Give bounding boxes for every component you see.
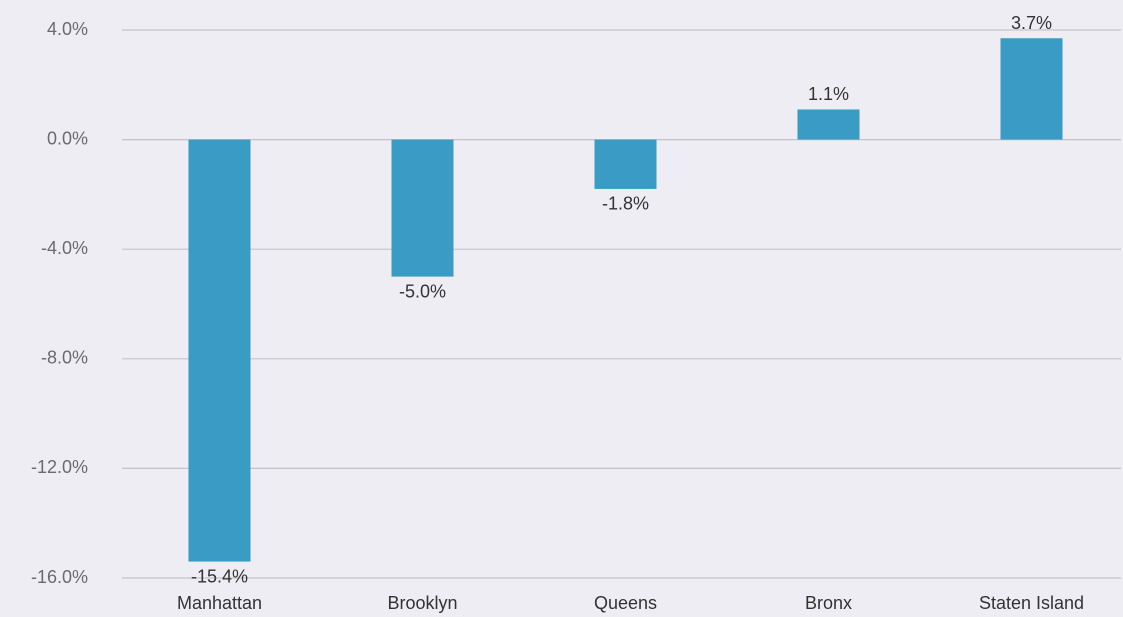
bar xyxy=(797,109,860,140)
x-tick-label: Brooklyn xyxy=(387,593,457,613)
value-label: 3.7% xyxy=(1011,13,1052,33)
y-tick-label: -16.0% xyxy=(31,567,88,587)
y-tick-label: 4.0% xyxy=(47,19,88,39)
y-tick-label: -4.0% xyxy=(41,238,88,258)
bar xyxy=(594,139,657,189)
bar xyxy=(188,139,251,562)
value-label: -1.8% xyxy=(602,194,649,214)
x-tick-label: Queens xyxy=(594,593,657,613)
bar xyxy=(1000,38,1063,140)
bar xyxy=(391,139,454,277)
x-tick-label: Bronx xyxy=(805,593,852,613)
x-tick-label: Staten Island xyxy=(979,593,1084,613)
y-tick-label: -8.0% xyxy=(41,348,88,368)
value-label: 1.1% xyxy=(808,84,849,104)
y-tick-label: -12.0% xyxy=(31,457,88,477)
x-tick-label: Manhattan xyxy=(177,593,262,613)
value-label: -15.4% xyxy=(191,566,248,586)
y-tick-label: 0.0% xyxy=(47,128,88,148)
value-label: -5.0% xyxy=(399,281,446,301)
